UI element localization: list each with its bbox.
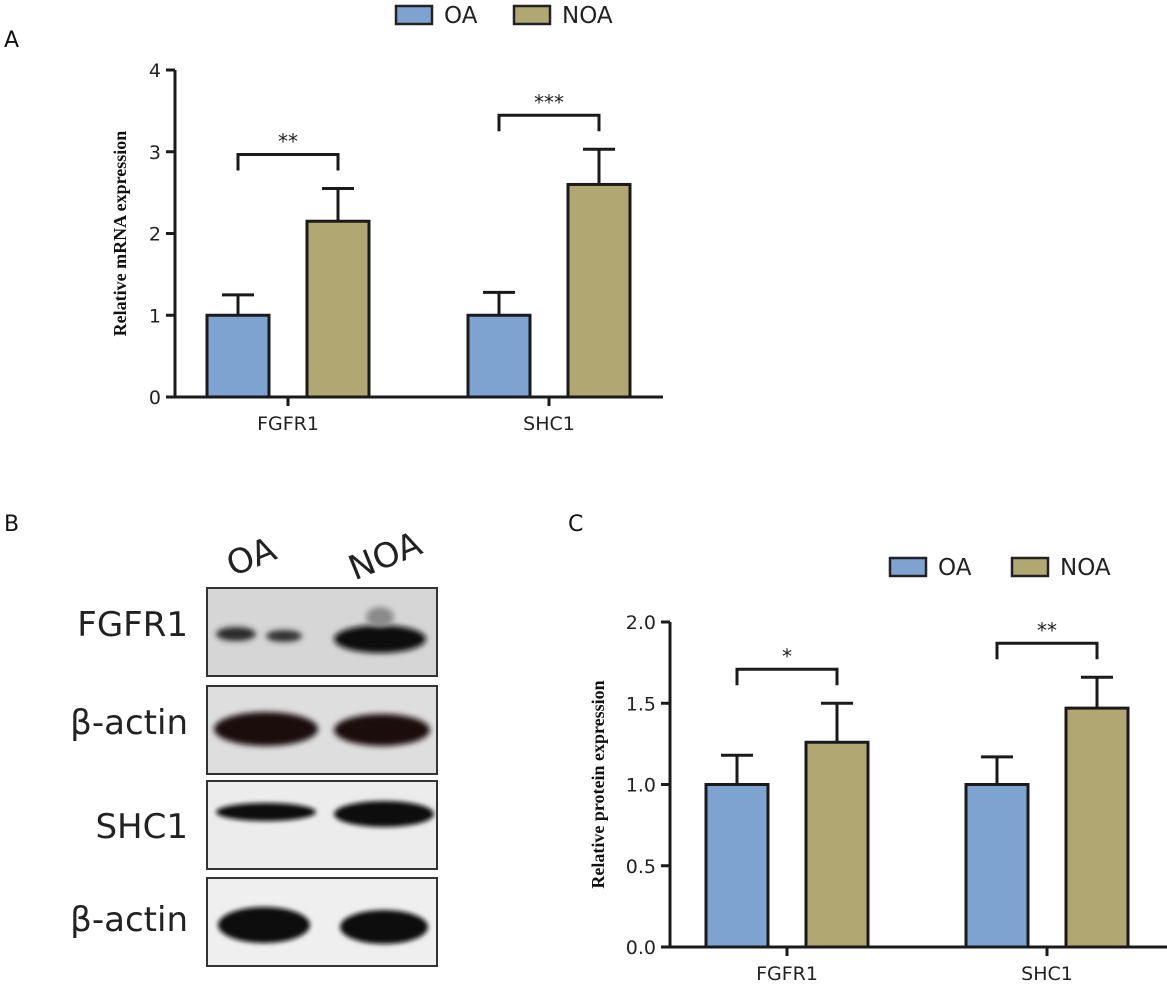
- chart-a-y-tick-label: 4: [149, 60, 161, 82]
- chart-c-bar-shc1-oa: [964, 783, 1030, 949]
- panel-letter-a: A: [4, 28, 20, 53]
- chart-c-significance-label: **: [1037, 618, 1057, 642]
- chart-a-legend-swatch-noa: [512, 4, 552, 26]
- chart-a-bar-shc1-oa: [466, 313, 532, 399]
- chart-c-y-tick-label: 0.5: [626, 856, 656, 878]
- chart-a-y-axis-label: Relative mRNA expression: [110, 131, 130, 337]
- row-label-fgfr1: FGFR1: [77, 605, 188, 645]
- chart-c-legend-label-oa: OA: [938, 555, 972, 581]
- lane-label-noa: NOA: [343, 523, 428, 589]
- chart-c-protein: OA NOA 0.0 0.5 1.0 1.5 2.0 Relative protein exp…: [588, 555, 1167, 985]
- lane-label-oa: OA: [221, 529, 282, 585]
- western-blot-panel: OA NOA FGFR1 β-actin SHC1 β-actin: [60, 523, 460, 985]
- chart-c-y-tick-label: 0.0: [626, 937, 656, 959]
- chart-c-legend-label-noa: NOA: [1060, 555, 1111, 581]
- blot-strip-shc1: [206, 780, 438, 870]
- chart-c-bar-fgfr1-oa: [704, 783, 770, 949]
- panel-letter-c: C: [568, 512, 584, 537]
- chart-c-bar-shc1-noa: [1064, 706, 1130, 949]
- chart-c-x-tick-label-shc1: SHC1: [1021, 963, 1073, 985]
- chart-a-legend-label-noa: NOA: [562, 3, 613, 29]
- chart-a-significance-bracket: [236, 153, 340, 171]
- blot-bands-fgfr1: [208, 589, 436, 675]
- chart-a-legend-label-oa: OA: [444, 3, 478, 29]
- row-label-beta-actin-2: β-actin: [70, 900, 188, 940]
- blot-strip-beta-actin-1: [206, 685, 438, 775]
- chart-a-y-tick-label: 0: [149, 387, 161, 409]
- chart-c-y-axis-label: Relative protein expression: [588, 680, 608, 888]
- chart-c-bar-fgfr1-noa: [804, 740, 870, 949]
- blot-strip-fgfr1: [206, 587, 438, 677]
- chart-c-significance-label: *: [782, 644, 792, 668]
- row-label-beta-actin-1: β-actin: [70, 703, 188, 743]
- chart-a-y-tick-label: 3: [149, 142, 161, 164]
- chart-a-bar-fgfr1-noa: [305, 219, 371, 399]
- panel-letter-b: B: [4, 512, 20, 537]
- blot-strip-beta-actin-2: [206, 877, 438, 967]
- chart-c-significance-bracket: [735, 667, 839, 686]
- chart-c-y-tick-label: 2.0: [626, 612, 656, 634]
- chart-c-significance-bracket: [995, 641, 1099, 660]
- chart-a-x-tick-label-fgfr1: FGFR1: [257, 413, 319, 435]
- row-label-shc1: SHC1: [95, 807, 188, 847]
- blot-bands-beta-actin-2: [208, 879, 436, 965]
- blot-bands-shc1: [208, 782, 436, 868]
- chart-a-significance-label: ***: [534, 90, 564, 114]
- chart-a-bar-shc1-noa: [566, 182, 632, 399]
- chart-c-y-tick-label: 1.5: [626, 693, 656, 715]
- chart-a-y-tick-label: 1: [149, 305, 161, 327]
- chart-a-y-tick-label: 2: [149, 224, 161, 246]
- chart-c-x-tick-label-fgfr1: FGFR1: [756, 963, 818, 985]
- chart-c-legend-swatch-noa: [1010, 556, 1050, 578]
- chart-c-y-tick-label: 1.0: [626, 775, 656, 797]
- blot-bands-beta-actin-1: [208, 687, 436, 773]
- chart-a-x-tick-label-shc1: SHC1: [523, 413, 575, 435]
- chart-a-significance-label: **: [278, 130, 298, 154]
- chart-a-bar-fgfr1-oa: [205, 313, 271, 399]
- chart-a-mrna: OA NOA 0 1 2 3 4 Relative mRNA expression ** FGFR…: [110, 3, 663, 435]
- chart-a-significance-bracket: [497, 113, 601, 132]
- chart-a-legend-swatch-oa: [394, 4, 434, 26]
- chart-c-legend-swatch-oa: [888, 556, 928, 578]
